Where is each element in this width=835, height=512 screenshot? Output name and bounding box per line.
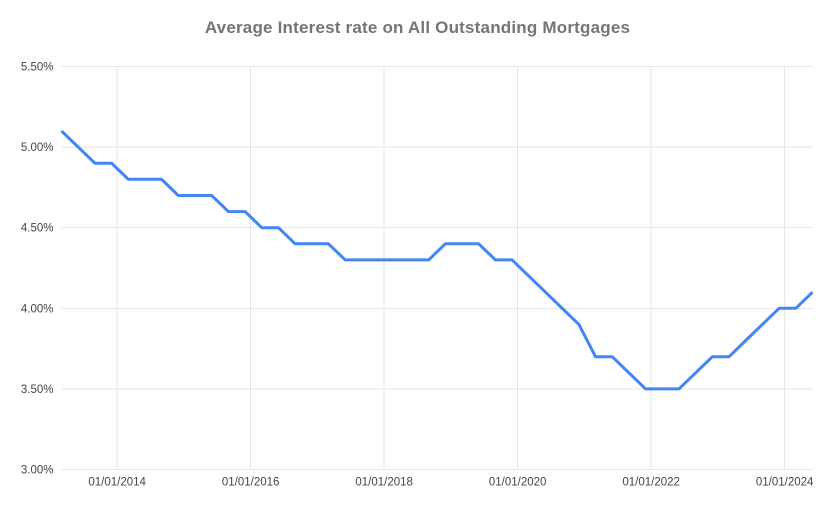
x-axis-label: 01/01/2014 bbox=[88, 477, 146, 489]
x-axis-label: 01/01/2024 bbox=[756, 477, 814, 489]
y-axis-label: 4.50% bbox=[21, 223, 54, 235]
data-line-series bbox=[60, 129, 814, 391]
y-axis-label: 3.50% bbox=[21, 384, 54, 396]
x-axis-label: 01/01/2020 bbox=[489, 477, 547, 489]
y-axis-label: 5.00% bbox=[21, 142, 54, 154]
x-axis-label: 01/01/2018 bbox=[355, 477, 413, 489]
y-axis-label: 4.00% bbox=[21, 303, 54, 315]
y-axis-label: 5.50% bbox=[21, 62, 54, 74]
x-axis-label: 01/01/2022 bbox=[622, 477, 680, 489]
chart-title: Average Interest rate on All Outstanding… bbox=[204, 18, 631, 37]
y-axis-label: 3.00% bbox=[21, 465, 54, 477]
x-axis-label: 01/01/2016 bbox=[222, 477, 280, 489]
